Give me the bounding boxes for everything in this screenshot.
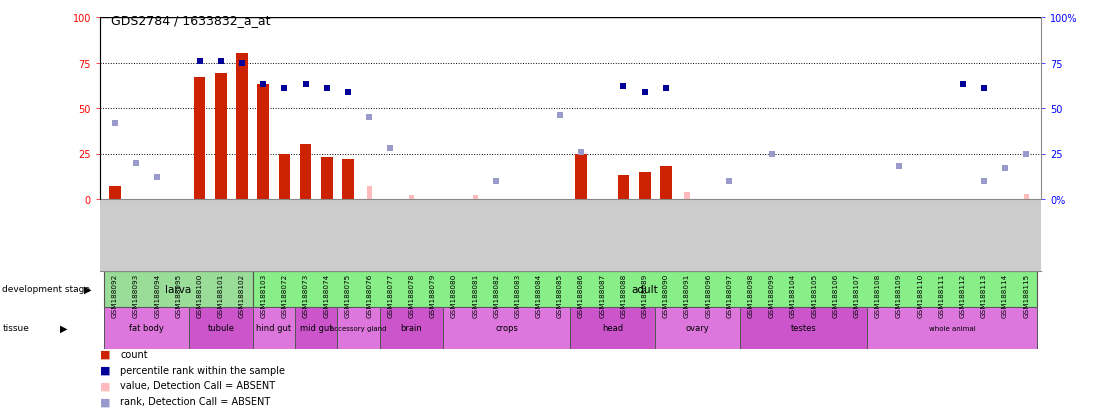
Bar	[684, 192, 690, 199]
Text: whole animal: whole animal	[929, 325, 975, 331]
Bar	[104, 271, 252, 307]
Text: ■: ■	[100, 396, 110, 406]
Bar	[408, 196, 414, 199]
Bar	[113, 187, 117, 199]
Bar	[660, 167, 672, 199]
Bar	[740, 307, 867, 349]
Text: crops: crops	[496, 324, 518, 333]
Bar	[617, 176, 629, 199]
Bar	[109, 187, 121, 199]
Bar	[252, 271, 1037, 307]
Text: development stage: development stage	[2, 285, 90, 294]
Bar	[252, 307, 295, 349]
Text: testes: testes	[791, 324, 817, 333]
Bar	[620, 187, 626, 199]
Text: adult: adult	[632, 284, 658, 294]
Text: ▶: ▶	[60, 323, 68, 333]
Text: head: head	[603, 324, 624, 333]
Bar	[638, 172, 651, 199]
Bar	[570, 307, 655, 349]
Text: GDS2784 / 1633832_a_at: GDS2784 / 1633832_a_at	[112, 14, 271, 27]
Text: ■: ■	[100, 365, 110, 375]
Text: rank, Detection Call = ABSENT: rank, Detection Call = ABSENT	[121, 396, 270, 406]
Text: tubule: tubule	[208, 324, 234, 333]
Text: count: count	[121, 349, 147, 359]
Bar	[295, 307, 337, 349]
Bar	[189, 307, 252, 349]
Text: fat body: fat body	[129, 324, 164, 333]
Text: tissue: tissue	[2, 324, 29, 333]
Text: ovary: ovary	[686, 324, 710, 333]
Bar	[343, 159, 354, 199]
Text: ■: ■	[100, 380, 110, 391]
Bar	[337, 307, 379, 349]
Bar	[258, 85, 269, 199]
Bar	[321, 158, 333, 199]
Bar	[279, 154, 290, 199]
Bar	[575, 154, 587, 199]
Bar	[867, 307, 1037, 349]
Text: percentile rank within the sample: percentile rank within the sample	[121, 365, 285, 375]
Bar	[366, 187, 372, 199]
Text: mid gut: mid gut	[300, 324, 333, 333]
Bar	[215, 74, 227, 199]
Bar	[300, 145, 311, 199]
Text: larva: larva	[165, 284, 192, 294]
Bar	[194, 78, 205, 199]
Text: ▶: ▶	[84, 284, 92, 294]
Bar	[655, 307, 740, 349]
Bar	[237, 54, 248, 199]
Text: ■: ■	[100, 349, 110, 359]
Bar	[1023, 194, 1029, 199]
Bar	[104, 307, 189, 349]
Bar	[472, 196, 478, 199]
Text: value, Detection Call = ABSENT: value, Detection Call = ABSENT	[121, 380, 276, 391]
Bar	[443, 307, 570, 349]
Text: hind gut: hind gut	[257, 324, 291, 333]
Text: brain: brain	[401, 324, 423, 333]
Text: accessory gland: accessory gland	[330, 325, 387, 331]
Bar	[379, 307, 443, 349]
